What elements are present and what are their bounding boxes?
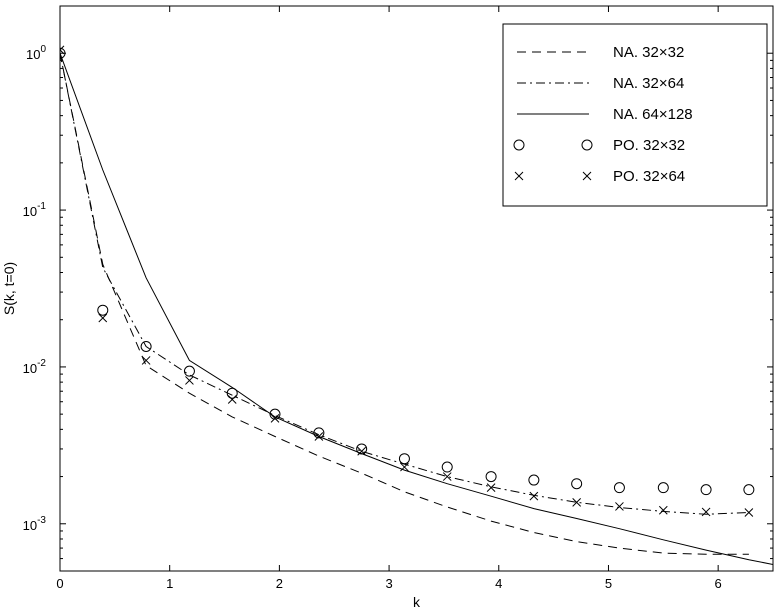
x-tick-label: 1	[166, 576, 173, 591]
legend-label-2: NA. 32×64	[613, 75, 684, 92]
series-line-3	[60, 53, 773, 565]
series-5-point-stroke-b	[141, 356, 151, 365]
series-5-point-stroke-b	[400, 462, 409, 472]
series-4-point	[485, 471, 497, 483]
series-5-point	[615, 502, 624, 511]
series-4-point	[613, 482, 625, 494]
series-4-point	[571, 478, 583, 490]
series-4-point	[97, 304, 109, 316]
legend-label-5: PO. 32×64	[613, 168, 685, 185]
legend-marker-5-a-stroke-b	[514, 171, 524, 181]
series-4-point	[226, 387, 238, 399]
series-5-point-stroke-b	[98, 313, 108, 323]
series-5-point	[227, 395, 237, 404]
series-5-point	[60, 45, 65, 55]
axes: 0 1 2 3 4 5 6 10-3 10-2 10-1 100 k S(k, t=0)	[1, 5, 774, 610]
series-5-point	[98, 313, 108, 323]
series-5-point	[658, 505, 668, 515]
series-4-point	[743, 484, 755, 496]
legend-box	[502, 23, 768, 207]
series-5-point-stroke-b	[185, 376, 194, 385]
series-5-point	[314, 432, 324, 441]
series-5-point	[185, 376, 194, 385]
y-tick-label: 10-1	[23, 201, 47, 219]
series-5-point-stroke-b	[744, 508, 754, 517]
series-5-point	[701, 507, 711, 517]
series-5-point-stroke-b	[486, 483, 496, 492]
x-tick-label: 2	[276, 576, 283, 591]
series-5-point	[529, 491, 539, 501]
series-5-point-stroke-b	[60, 45, 65, 51]
series-5-point	[572, 497, 582, 507]
legend-marker-5-a	[514, 171, 524, 181]
series-5-point-stroke-a	[60, 49, 65, 55]
x-tick-label: 0	[56, 576, 63, 591]
series-5-point	[270, 414, 280, 423]
legend-label-4: PO. 32×32	[613, 137, 685, 154]
x-tick-label: 6	[715, 576, 722, 591]
axes-frame	[59, 5, 774, 572]
y-tick-label: 10-3	[23, 515, 47, 533]
y-tick-label: 10-2	[23, 358, 47, 376]
x-tick-label: 3	[385, 576, 392, 591]
series-5-point-stroke-b	[314, 432, 324, 441]
legend-marker-4-a	[513, 139, 525, 151]
x-axis-label: k	[413, 594, 421, 610]
series-5-point-stroke-b	[615, 502, 624, 511]
legend: NA. 32×32 NA. 32×64 NA. 64×128 PO. 32×32 PO.…	[502, 23, 768, 207]
series-5-point-stroke-b	[529, 491, 539, 501]
series-5-point	[400, 462, 409, 472]
series-5-point-stroke-b	[658, 505, 668, 515]
series-5-point	[486, 483, 496, 492]
y-axis-label: S(k, t=0)	[1, 262, 17, 315]
series-4-point	[657, 482, 669, 494]
series-5-point-stroke-b	[357, 446, 367, 456]
legend-marker-4-b	[581, 139, 593, 151]
x-tick-label: 4	[495, 576, 502, 591]
legend-label-3: NA. 64×128	[613, 106, 693, 123]
series-4-point	[269, 408, 281, 420]
series-4-point	[398, 453, 410, 465]
series-4-point	[183, 365, 195, 377]
series-4-point	[700, 484, 712, 496]
series-group	[60, 45, 773, 565]
series-4-point	[140, 340, 152, 352]
series-5-point	[744, 508, 754, 517]
legend-marker-5-b-stroke-b	[582, 171, 592, 181]
y-tick-label: 100	[26, 44, 46, 62]
series-4-point	[313, 427, 325, 439]
series-5-point-stroke-b	[442, 472, 452, 481]
x-tick-label: 5	[605, 576, 612, 591]
series-5-point	[442, 472, 452, 481]
series-5-point	[141, 356, 151, 365]
plot-area	[60, 45, 773, 565]
legend-marker-5-b	[582, 171, 592, 181]
series-5-point	[357, 446, 367, 456]
series-5-point-stroke-b	[227, 395, 237, 404]
series-4-point	[356, 443, 368, 455]
series-5-point-stroke-b	[572, 497, 582, 507]
series-4-point	[528, 474, 540, 486]
legend-label-1: NA. 32×32	[613, 44, 684, 61]
series-5-point-stroke-b	[270, 414, 280, 423]
series-5-point-stroke-b	[701, 507, 711, 517]
series-4-point	[441, 461, 453, 473]
